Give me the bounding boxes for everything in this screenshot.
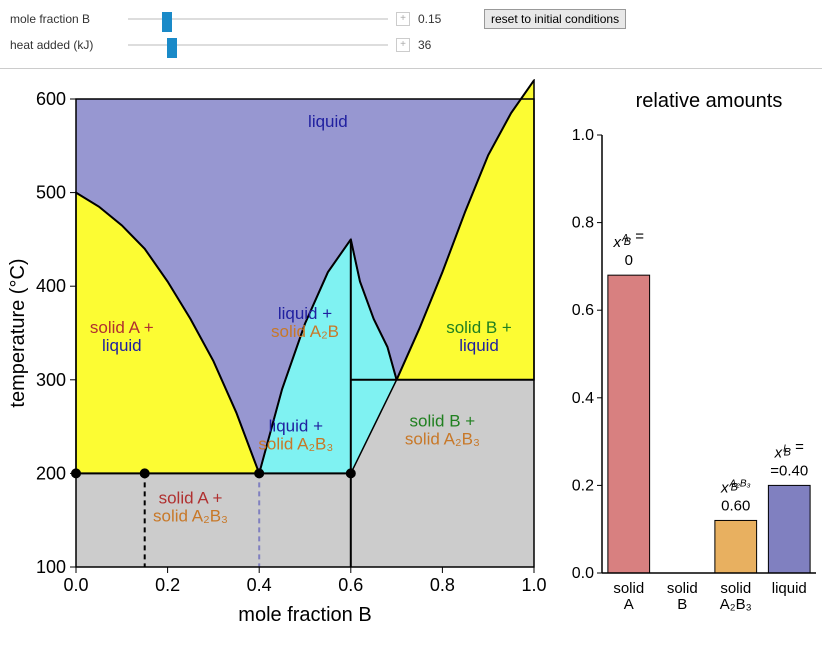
svg-text:temperature (°C): temperature (°C) xyxy=(7,258,29,407)
slider-value-heat: 36 xyxy=(418,38,458,52)
svg-text:0.8: 0.8 xyxy=(430,575,455,595)
svg-text:0.60: 0.60 xyxy=(721,497,750,514)
svg-text:liquid +solid A₂B₃: liquid +solid A₂B₃ xyxy=(258,416,333,453)
svg-text:xLB =: xLB = xyxy=(774,438,805,461)
svg-text:solidB: solidB xyxy=(667,580,698,613)
slider-row-heat: heat added (kJ) + 36 xyxy=(10,32,812,58)
controls-panel: mole fraction B + 0.15 reset to initial … xyxy=(0,0,822,69)
svg-text:0.4: 0.4 xyxy=(247,575,272,595)
reset-button[interactable]: reset to initial conditions xyxy=(484,9,626,29)
svg-text:0.0: 0.0 xyxy=(572,565,594,582)
svg-text:liquid: liquid xyxy=(772,580,807,597)
svg-text:solidA: solidA xyxy=(613,580,644,613)
slider-expand-icon[interactable]: + xyxy=(396,38,410,52)
svg-text:0.6: 0.6 xyxy=(572,302,594,319)
svg-text:200: 200 xyxy=(36,463,66,483)
slider-heat[interactable] xyxy=(128,38,388,52)
svg-text:400: 400 xyxy=(36,276,66,296)
svg-text:600: 600 xyxy=(36,89,66,109)
slider-molefraction[interactable] xyxy=(128,12,388,26)
slider-label-heat: heat added (kJ) xyxy=(10,38,120,52)
svg-text:0: 0 xyxy=(625,252,633,269)
svg-text:100: 100 xyxy=(36,557,66,577)
svg-text:liquid: liquid xyxy=(308,112,348,131)
svg-text:solid B +solid A₂B₃: solid B +solid A₂B₃ xyxy=(405,412,480,449)
svg-text:xA₂B₃B: xA₂B₃B xyxy=(720,478,751,496)
svg-text:0.2: 0.2 xyxy=(572,477,594,494)
svg-text:1.0: 1.0 xyxy=(521,575,546,595)
svg-text:liquid +solid A₂B: liquid +solid A₂B xyxy=(271,304,339,341)
svg-text:0.2: 0.2 xyxy=(155,575,180,595)
svg-text:mole fraction B: mole fraction B xyxy=(238,604,371,626)
svg-text:300: 300 xyxy=(36,370,66,390)
svg-text:=0.40: =0.40 xyxy=(770,462,808,479)
svg-text:0.6: 0.6 xyxy=(338,575,363,595)
svg-text:relative amounts: relative amounts xyxy=(636,90,783,112)
svg-text:xAB =: xAB = xyxy=(613,228,645,251)
svg-text:500: 500 xyxy=(36,183,66,203)
slider-label-molefraction: mole fraction B xyxy=(10,12,120,26)
phase-diagram: liquidsolid A +liquidliquid +solid A₂Bso… xyxy=(4,79,554,644)
slider-value-molefraction: 0.15 xyxy=(418,12,458,26)
svg-text:1.0: 1.0 xyxy=(572,127,594,144)
slider-row-molefraction: mole fraction B + 0.15 reset to initial … xyxy=(10,6,812,32)
svg-text:0.0: 0.0 xyxy=(63,575,88,595)
svg-text:0.8: 0.8 xyxy=(572,215,594,232)
bar-chart: relative amounts 0.0 0.2 0.4 0.6 0.8 1.0 solidA… xyxy=(560,79,822,644)
svg-text:solidA₂B₃: solidA₂B₃ xyxy=(720,580,752,613)
svg-text:0.4: 0.4 xyxy=(572,390,594,407)
slider-expand-icon[interactable]: + xyxy=(396,12,410,26)
svg-text:solid A +solid A₂B₃: solid A +solid A₂B₃ xyxy=(153,488,228,525)
